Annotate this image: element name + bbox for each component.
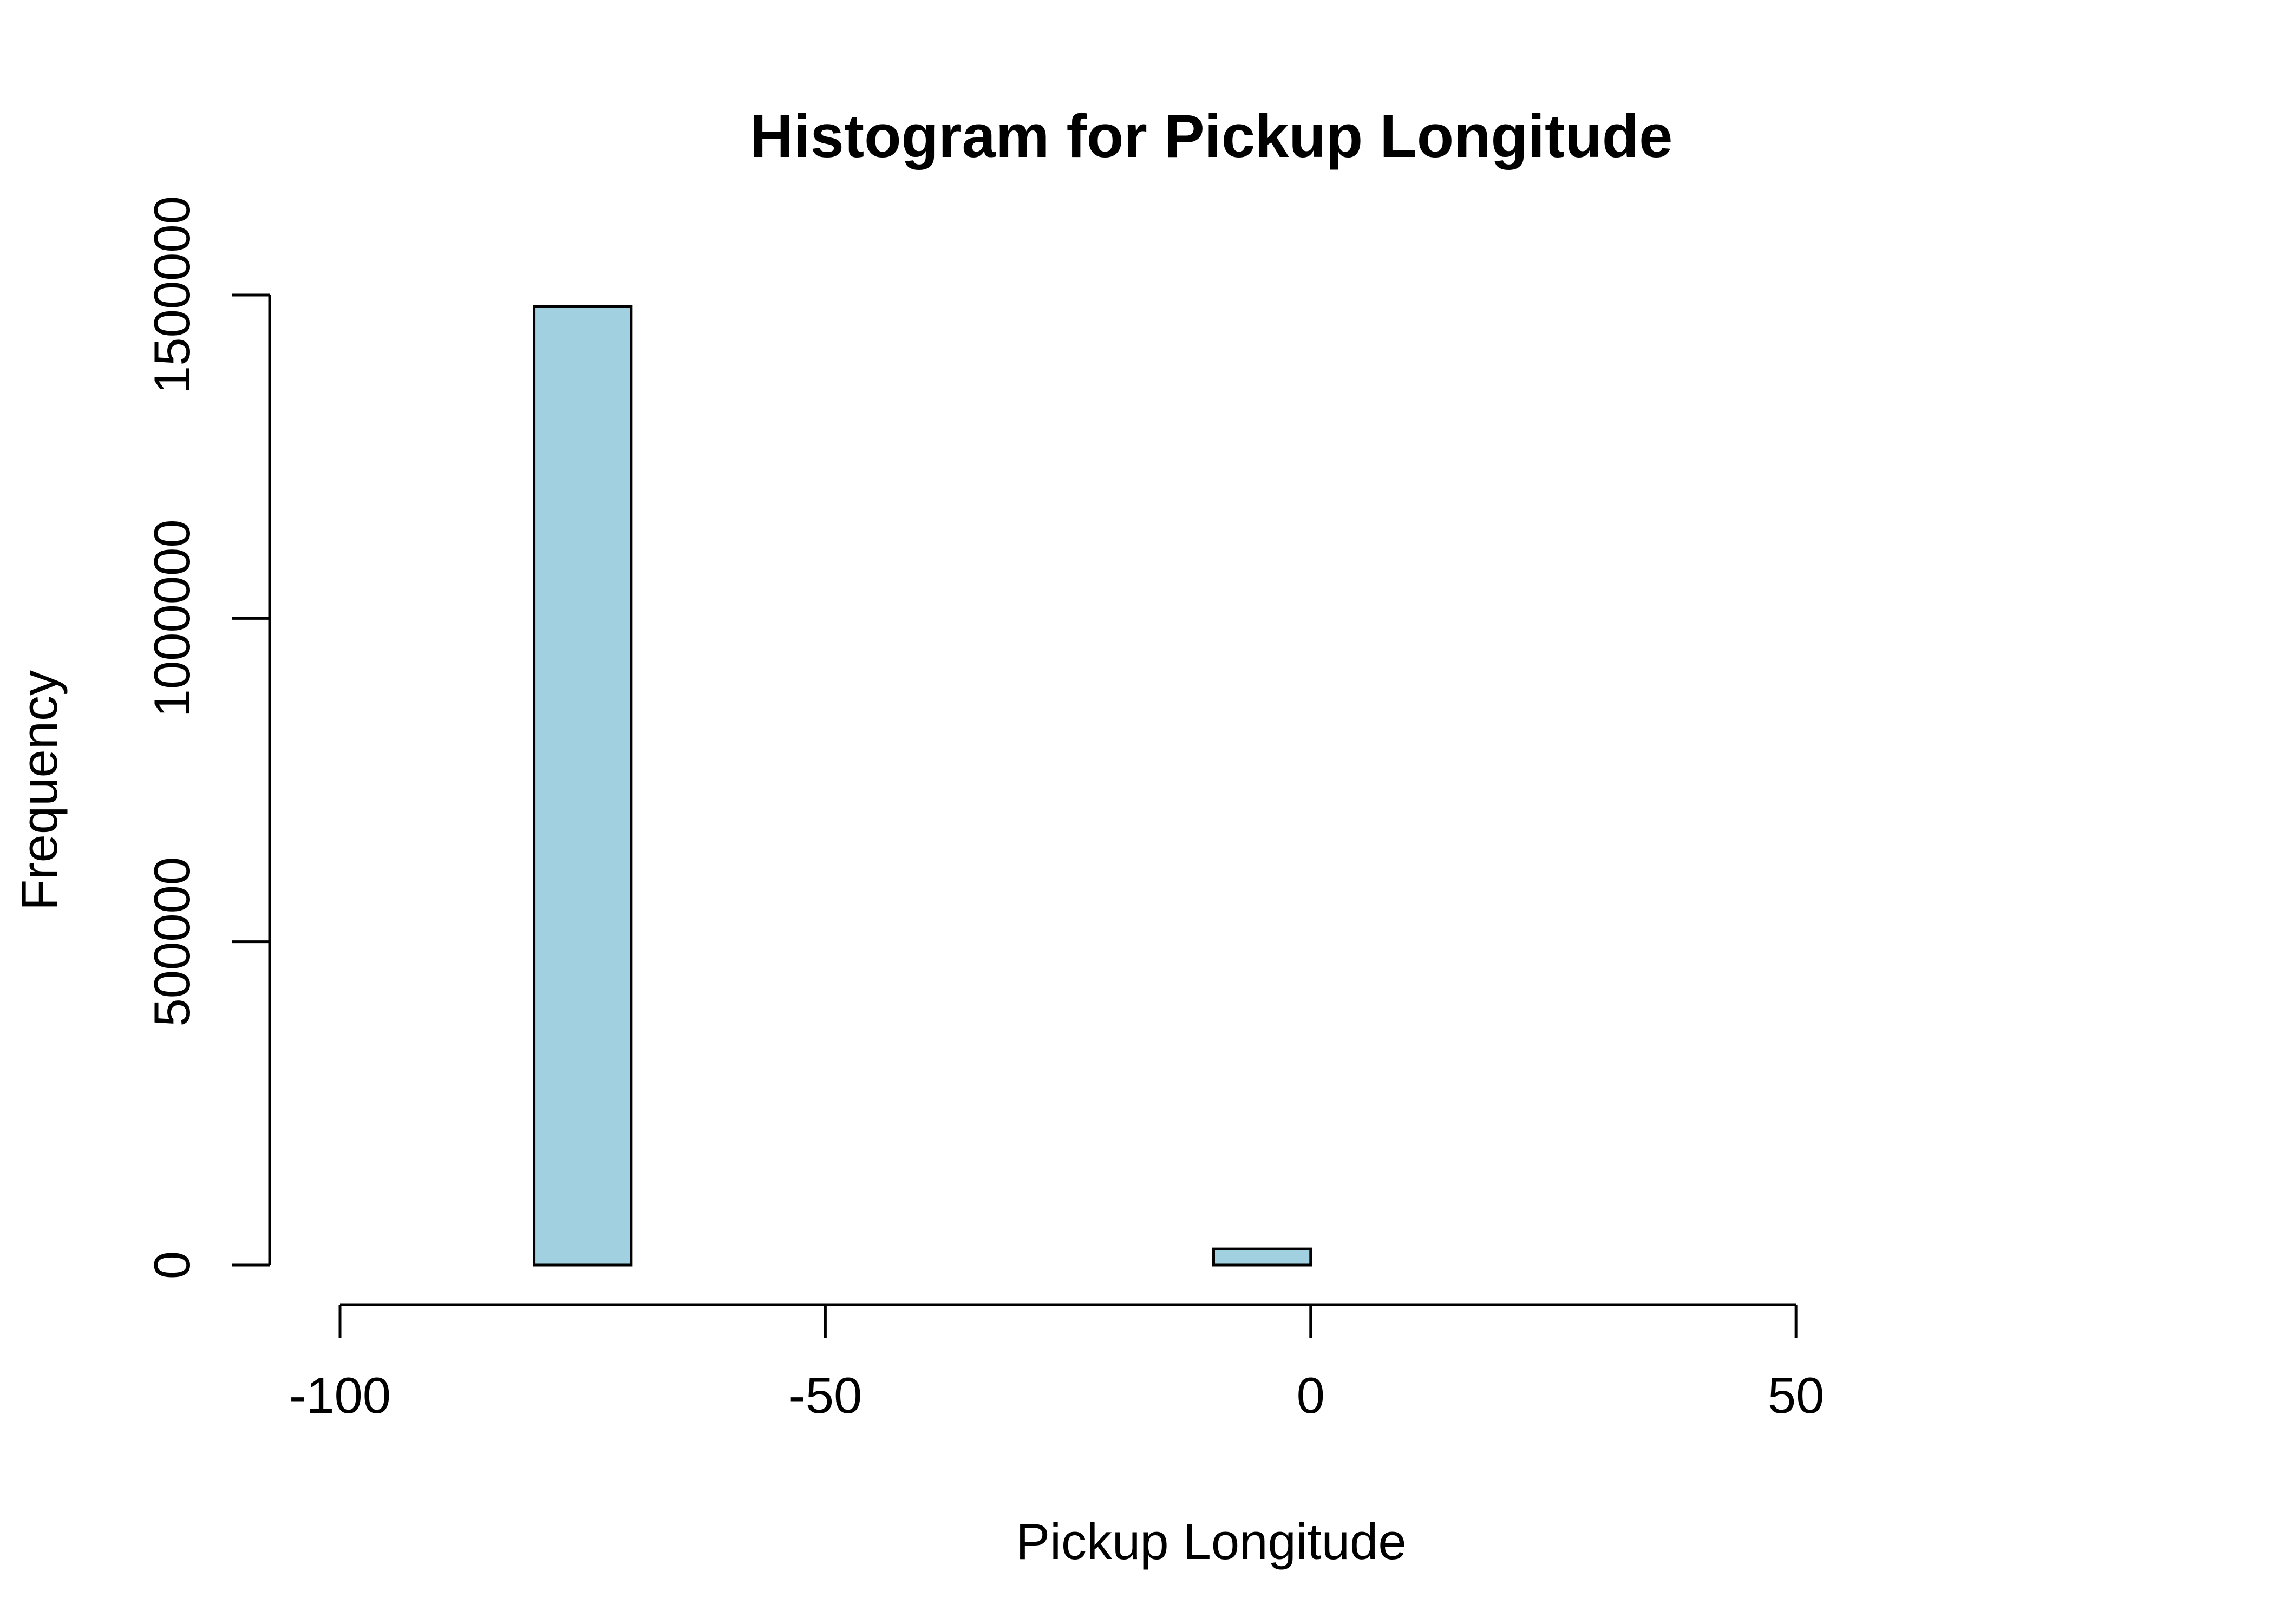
histogram-bar [1212, 1247, 1312, 1267]
y-tick-label: 0 [143, 1251, 200, 1279]
x-tick-label: -100 [289, 1367, 391, 1424]
y-axis-label: Frequency [11, 670, 68, 911]
x-tick-label: 0 [1297, 1367, 1325, 1424]
histogram-bar [533, 305, 633, 1267]
bars-group [533, 305, 1312, 1267]
x-tick-label: -50 [788, 1367, 862, 1424]
x-tick-label: 50 [1768, 1367, 1825, 1424]
x-axis-label: Pickup Longitude [1016, 1513, 1406, 1570]
x-axis: -100 -50 0 50 [289, 1303, 1825, 1424]
y-tick-label: 1000000 [143, 519, 200, 717]
y-tick-label: 1500000 [143, 196, 200, 394]
y-axis: 0 500000 1000000 1500000 [143, 196, 271, 1279]
chart-title: Histogram for Pickup Longitude [750, 102, 1673, 170]
y-tick-label: 500000 [143, 857, 200, 1027]
